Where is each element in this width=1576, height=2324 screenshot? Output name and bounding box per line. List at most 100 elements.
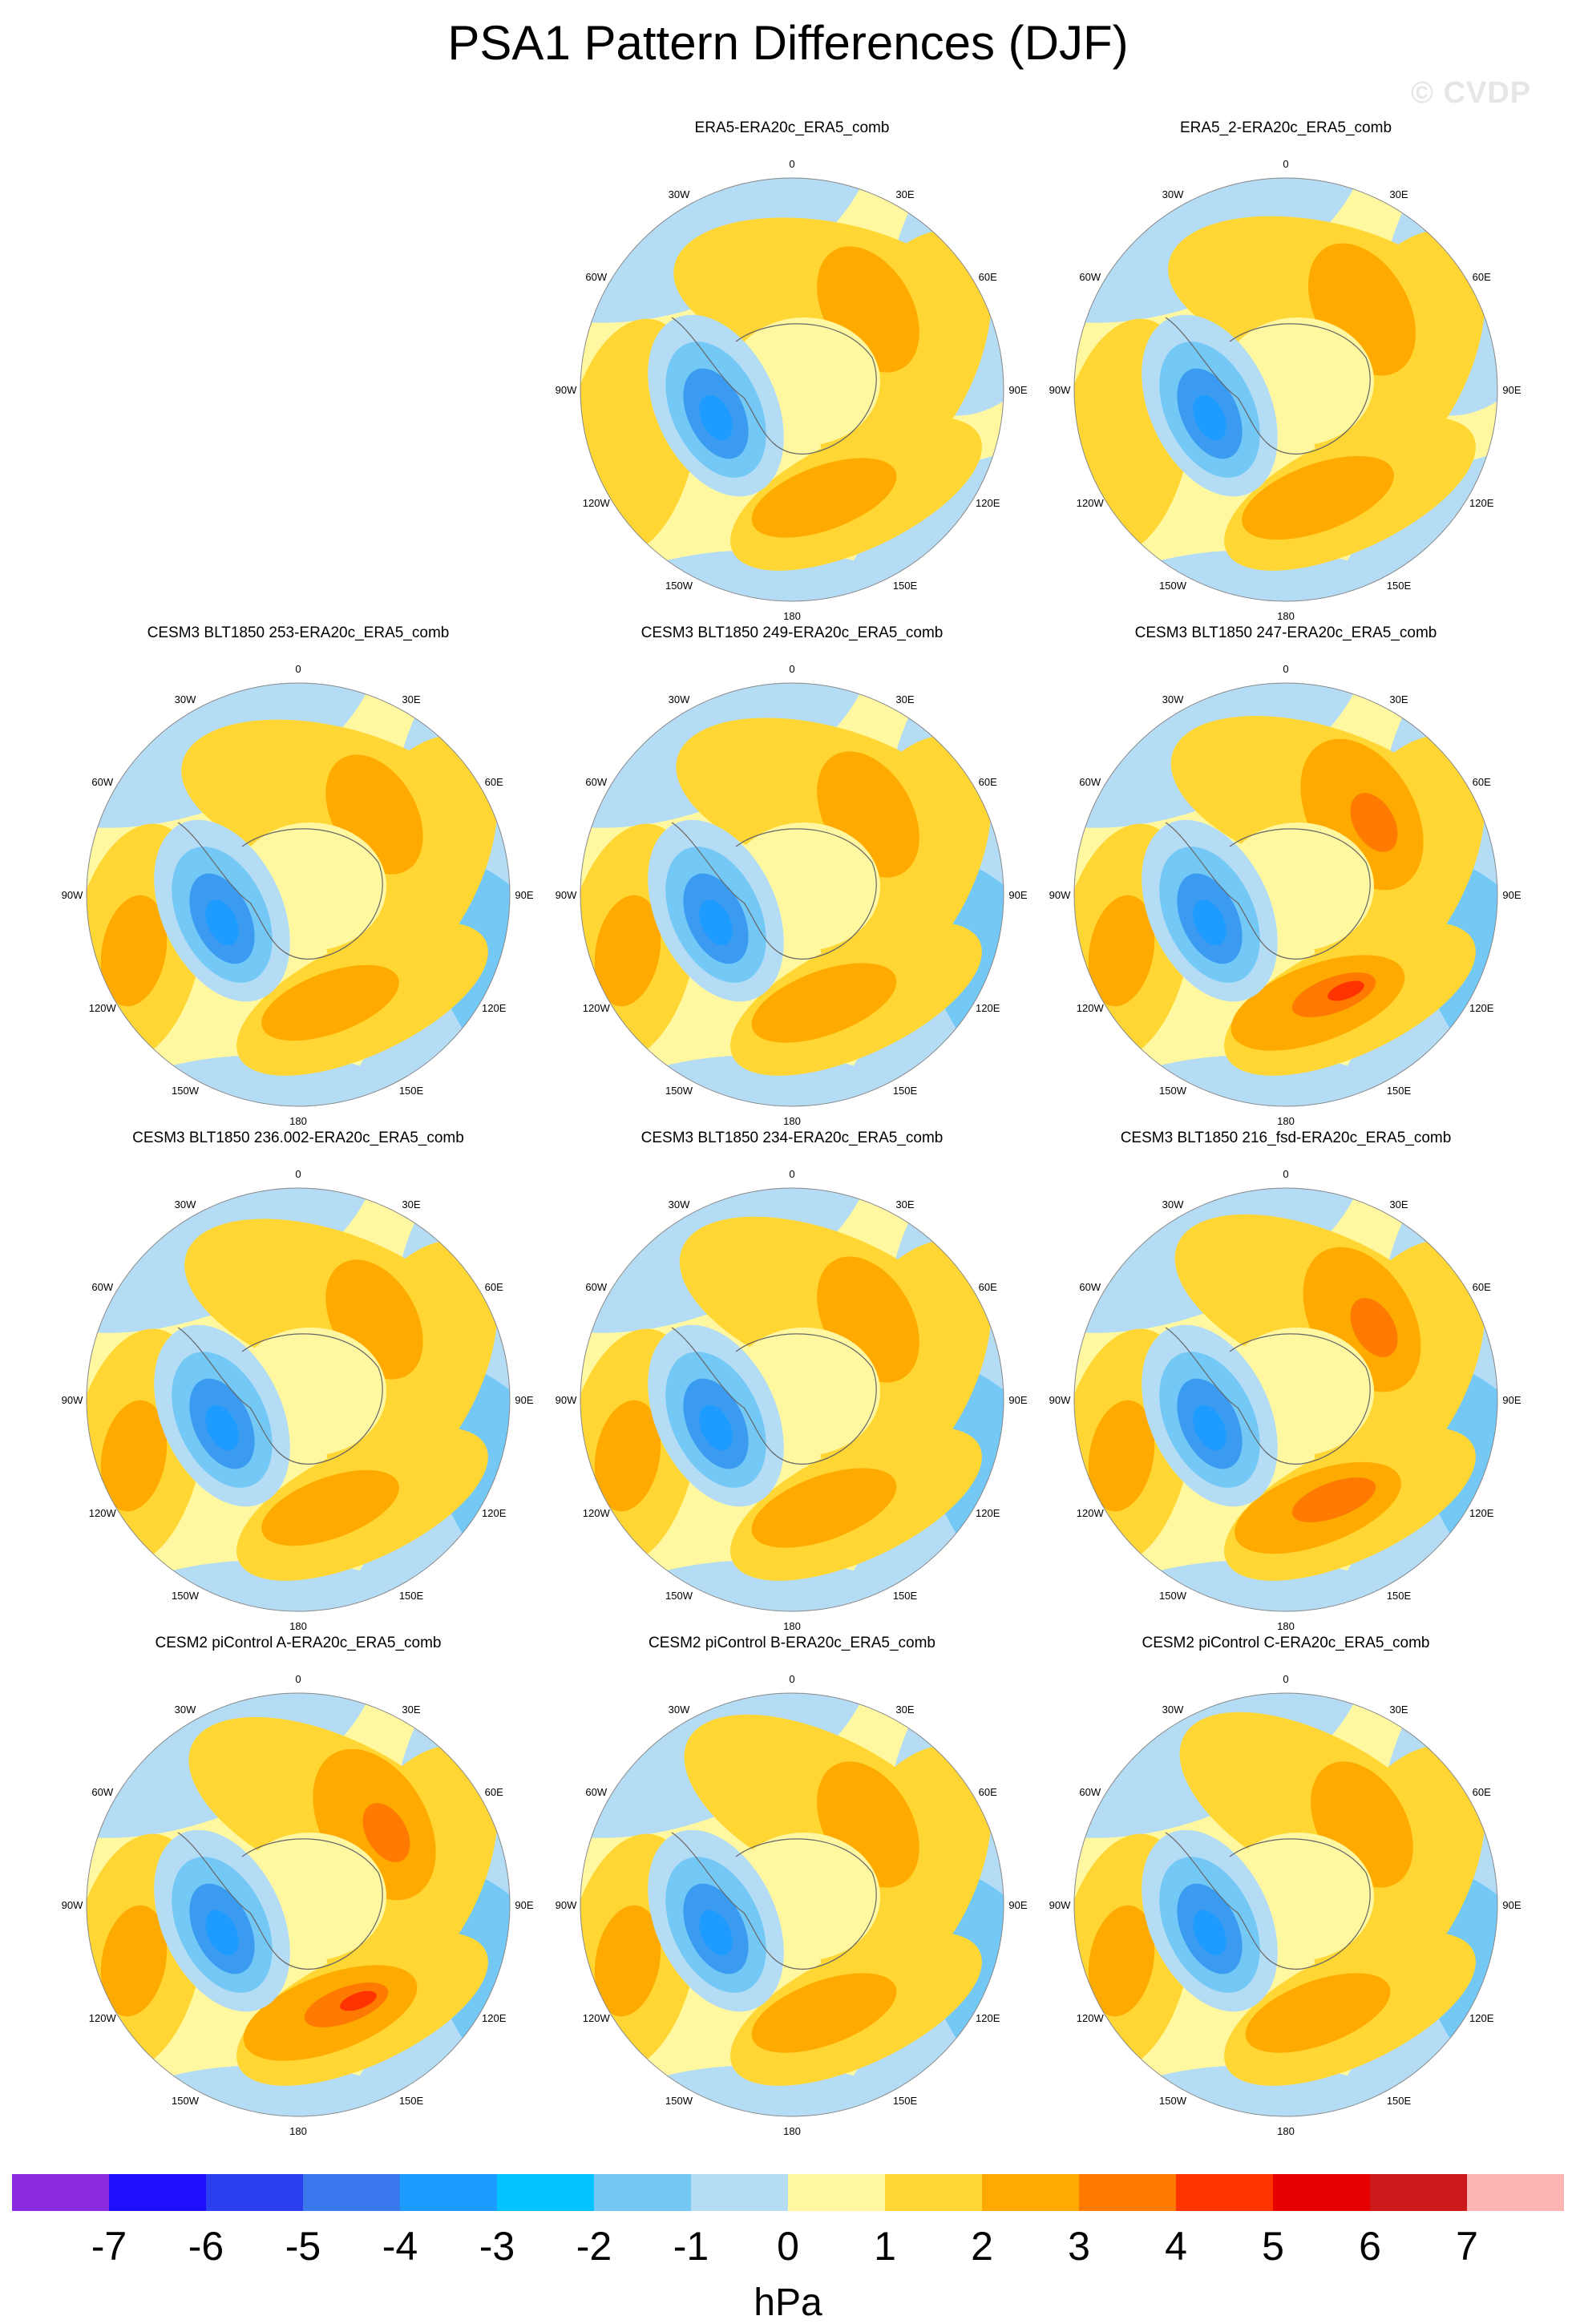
watermark: © CVDP xyxy=(1411,76,1532,110)
polar-map: 0 30E 60E 90E 120E 150E 180 150W 120W 90W 60W 30W xyxy=(556,1168,1028,1632)
panel-title: CESM2 piControl B-ERA20c_ERA5_comb xyxy=(649,1635,935,1651)
colorbar-tick-label: -3 xyxy=(479,2224,515,2269)
longitude-label: 150W xyxy=(172,1085,200,1097)
longitude-label: 60W xyxy=(91,1786,113,1798)
longitude-label: 30W xyxy=(1162,1704,1184,1716)
panel-title: ERA5-ERA20c_ERA5_comb xyxy=(694,119,890,136)
longitude-label: 120E xyxy=(976,1507,1000,1519)
colorbar-tick-label: 6 xyxy=(1359,2224,1381,2269)
longitude-label: 120W xyxy=(1077,1507,1105,1519)
longitude-label: 60E xyxy=(485,1786,503,1798)
longitude-label: 0 xyxy=(789,158,794,170)
longitude-label: 120W xyxy=(89,1002,117,1014)
coastline xyxy=(671,1327,877,1465)
colorbar-segment xyxy=(303,2174,400,2211)
colorbar-segment xyxy=(885,2174,982,2211)
colorbar-tick-label: 1 xyxy=(874,2224,896,2269)
longitude-label: 60E xyxy=(1473,776,1491,788)
longitude-label: 150E xyxy=(399,2095,424,2107)
longitude-label: 180 xyxy=(783,610,801,622)
longitude-label: 180 xyxy=(1277,1620,1295,1632)
longitude-label: 150W xyxy=(172,1590,200,1602)
map-border xyxy=(86,1692,511,2117)
map-border xyxy=(1073,1692,1498,2117)
colorbar-segment xyxy=(497,2174,594,2211)
longitude-label: 150E xyxy=(893,2095,918,2107)
colorbar-segment xyxy=(206,2174,303,2211)
longitude-label: 30W xyxy=(175,693,196,705)
panel-title: CESM3 BLT1850 247-ERA20c_ERA5_comb xyxy=(1134,624,1437,641)
map-panel: CESM2 piControl A-ERA20c_ERA5_comb 0 30E 60… xyxy=(50,1634,547,2137)
longitude-label: 180 xyxy=(783,1115,801,1127)
longitude-label: 120E xyxy=(976,497,1000,509)
colorbar-segment xyxy=(1079,2174,1176,2211)
longitude-label: 60W xyxy=(1079,776,1101,788)
longitude-label: 150E xyxy=(893,1590,918,1602)
longitude-label: 30E xyxy=(895,1704,914,1716)
longitude-label: 150W xyxy=(1159,1590,1187,1602)
longitude-label: 60E xyxy=(1473,1786,1491,1798)
panel-title: CESM3 BLT1850 234-ERA20c_ERA5_comb xyxy=(641,1130,944,1146)
colorbar-tick-label: -5 xyxy=(285,2224,321,2269)
map-panel: CESM2 piControl B-ERA20c_ERA5_comb 0 30E 60… xyxy=(544,1634,1041,2137)
longitude-label: 180 xyxy=(783,1620,801,1632)
panel-title: CESM3 BLT1850 236.002-ERA20c_ERA5_comb xyxy=(132,1130,464,1146)
longitude-label: 150E xyxy=(1387,1590,1412,1602)
colorbar-tick-label: 4 xyxy=(1165,2224,1187,2269)
colorbar: -7 -6 -5 -4 -3 -2 -1 0 1 2 3 4 5 6 7 xyxy=(12,2174,1564,2270)
longitude-label: 30W xyxy=(1162,1198,1184,1211)
longitude-label: 150W xyxy=(1159,2095,1187,2107)
longitude-label: 30E xyxy=(402,1704,420,1716)
panel-title: CESM2 piControl C-ERA20c_ERA5_comb xyxy=(1142,1635,1430,1651)
coastline xyxy=(1165,1327,1371,1465)
longitude-label: 30E xyxy=(1389,1198,1408,1211)
polar-map: 0 30E 60E 90E 120E 150E 180 150W 120W 90W 60W 30W xyxy=(1049,1673,1521,2137)
map-border xyxy=(580,1692,1004,2117)
longitude-label: 150W xyxy=(172,2095,200,2107)
longitude-label: 180 xyxy=(289,1620,307,1632)
longitude-label: 150W xyxy=(665,2095,693,2107)
colorbar-segment xyxy=(691,2174,788,2211)
longitude-label: 120E xyxy=(482,1002,507,1014)
longitude-label: 30E xyxy=(895,693,914,705)
colorbar-segment xyxy=(1176,2174,1273,2211)
polar-map: 0 30E 60E 90E 120E 150E 180 150W 120W 90W 60W 30W xyxy=(62,1168,534,1632)
panel-title: CESM3 BLT1850 249-ERA20c_ERA5_comb xyxy=(641,624,944,641)
map-panel: CESM3 BLT1850 249-ERA20c_ERA5_comb 0 30E 60… xyxy=(544,624,1041,1127)
map-panel: CESM2 piControl C-ERA20c_ERA5_comb 0 30E 60… xyxy=(1037,1634,1534,2137)
longitude-label: 150E xyxy=(1387,1085,1412,1097)
longitude-label: 180 xyxy=(1277,610,1295,622)
coastline xyxy=(1165,822,1371,960)
panel-title: ERA5_2-ERA20c_ERA5_comb xyxy=(1179,119,1392,136)
longitude-label: 150W xyxy=(665,1590,693,1602)
colorbar-segment xyxy=(12,2174,109,2211)
longitude-label: 150W xyxy=(665,1085,693,1097)
longitude-label: 120E xyxy=(1469,1002,1494,1014)
colorbar-segment xyxy=(1273,2174,1370,2211)
map-border xyxy=(1073,1187,1498,1612)
longitude-label: 30W xyxy=(1162,693,1184,705)
longitude-label: 60E xyxy=(979,271,997,283)
polar-map: 0 30E 60E 90E 120E 150E 180 150W 120W 90W 60W 30W xyxy=(556,663,1028,1127)
longitude-label: 0 xyxy=(1283,158,1288,170)
longitude-label: 60E xyxy=(1473,271,1491,283)
longitude-label: 30W xyxy=(175,1198,196,1211)
longitude-label: 90W xyxy=(1049,1899,1071,1911)
longitude-label: 30E xyxy=(1389,1704,1408,1716)
map-border xyxy=(1073,177,1498,602)
contour-field xyxy=(580,178,1004,601)
longitude-label: 90E xyxy=(1502,1394,1521,1406)
polar-map: 0 30E 60E 90E 120E 150E 180 150W 120W 90W 60W 30W xyxy=(62,1673,534,2137)
longitude-label: 30W xyxy=(669,1198,690,1211)
longitude-label: 90W xyxy=(1049,384,1071,396)
coastline xyxy=(177,1327,383,1465)
longitude-label: 0 xyxy=(295,1168,301,1180)
longitude-label: 90W xyxy=(556,1394,577,1406)
longitude-label: 90E xyxy=(1008,384,1027,396)
longitude-label: 60E xyxy=(979,776,997,788)
colorbar-segment xyxy=(982,2174,1079,2211)
longitude-label: 30E xyxy=(402,1198,420,1211)
longitude-label: 0 xyxy=(1283,1168,1288,1180)
longitude-label: 120W xyxy=(89,1507,117,1519)
coastline xyxy=(177,1832,383,1970)
